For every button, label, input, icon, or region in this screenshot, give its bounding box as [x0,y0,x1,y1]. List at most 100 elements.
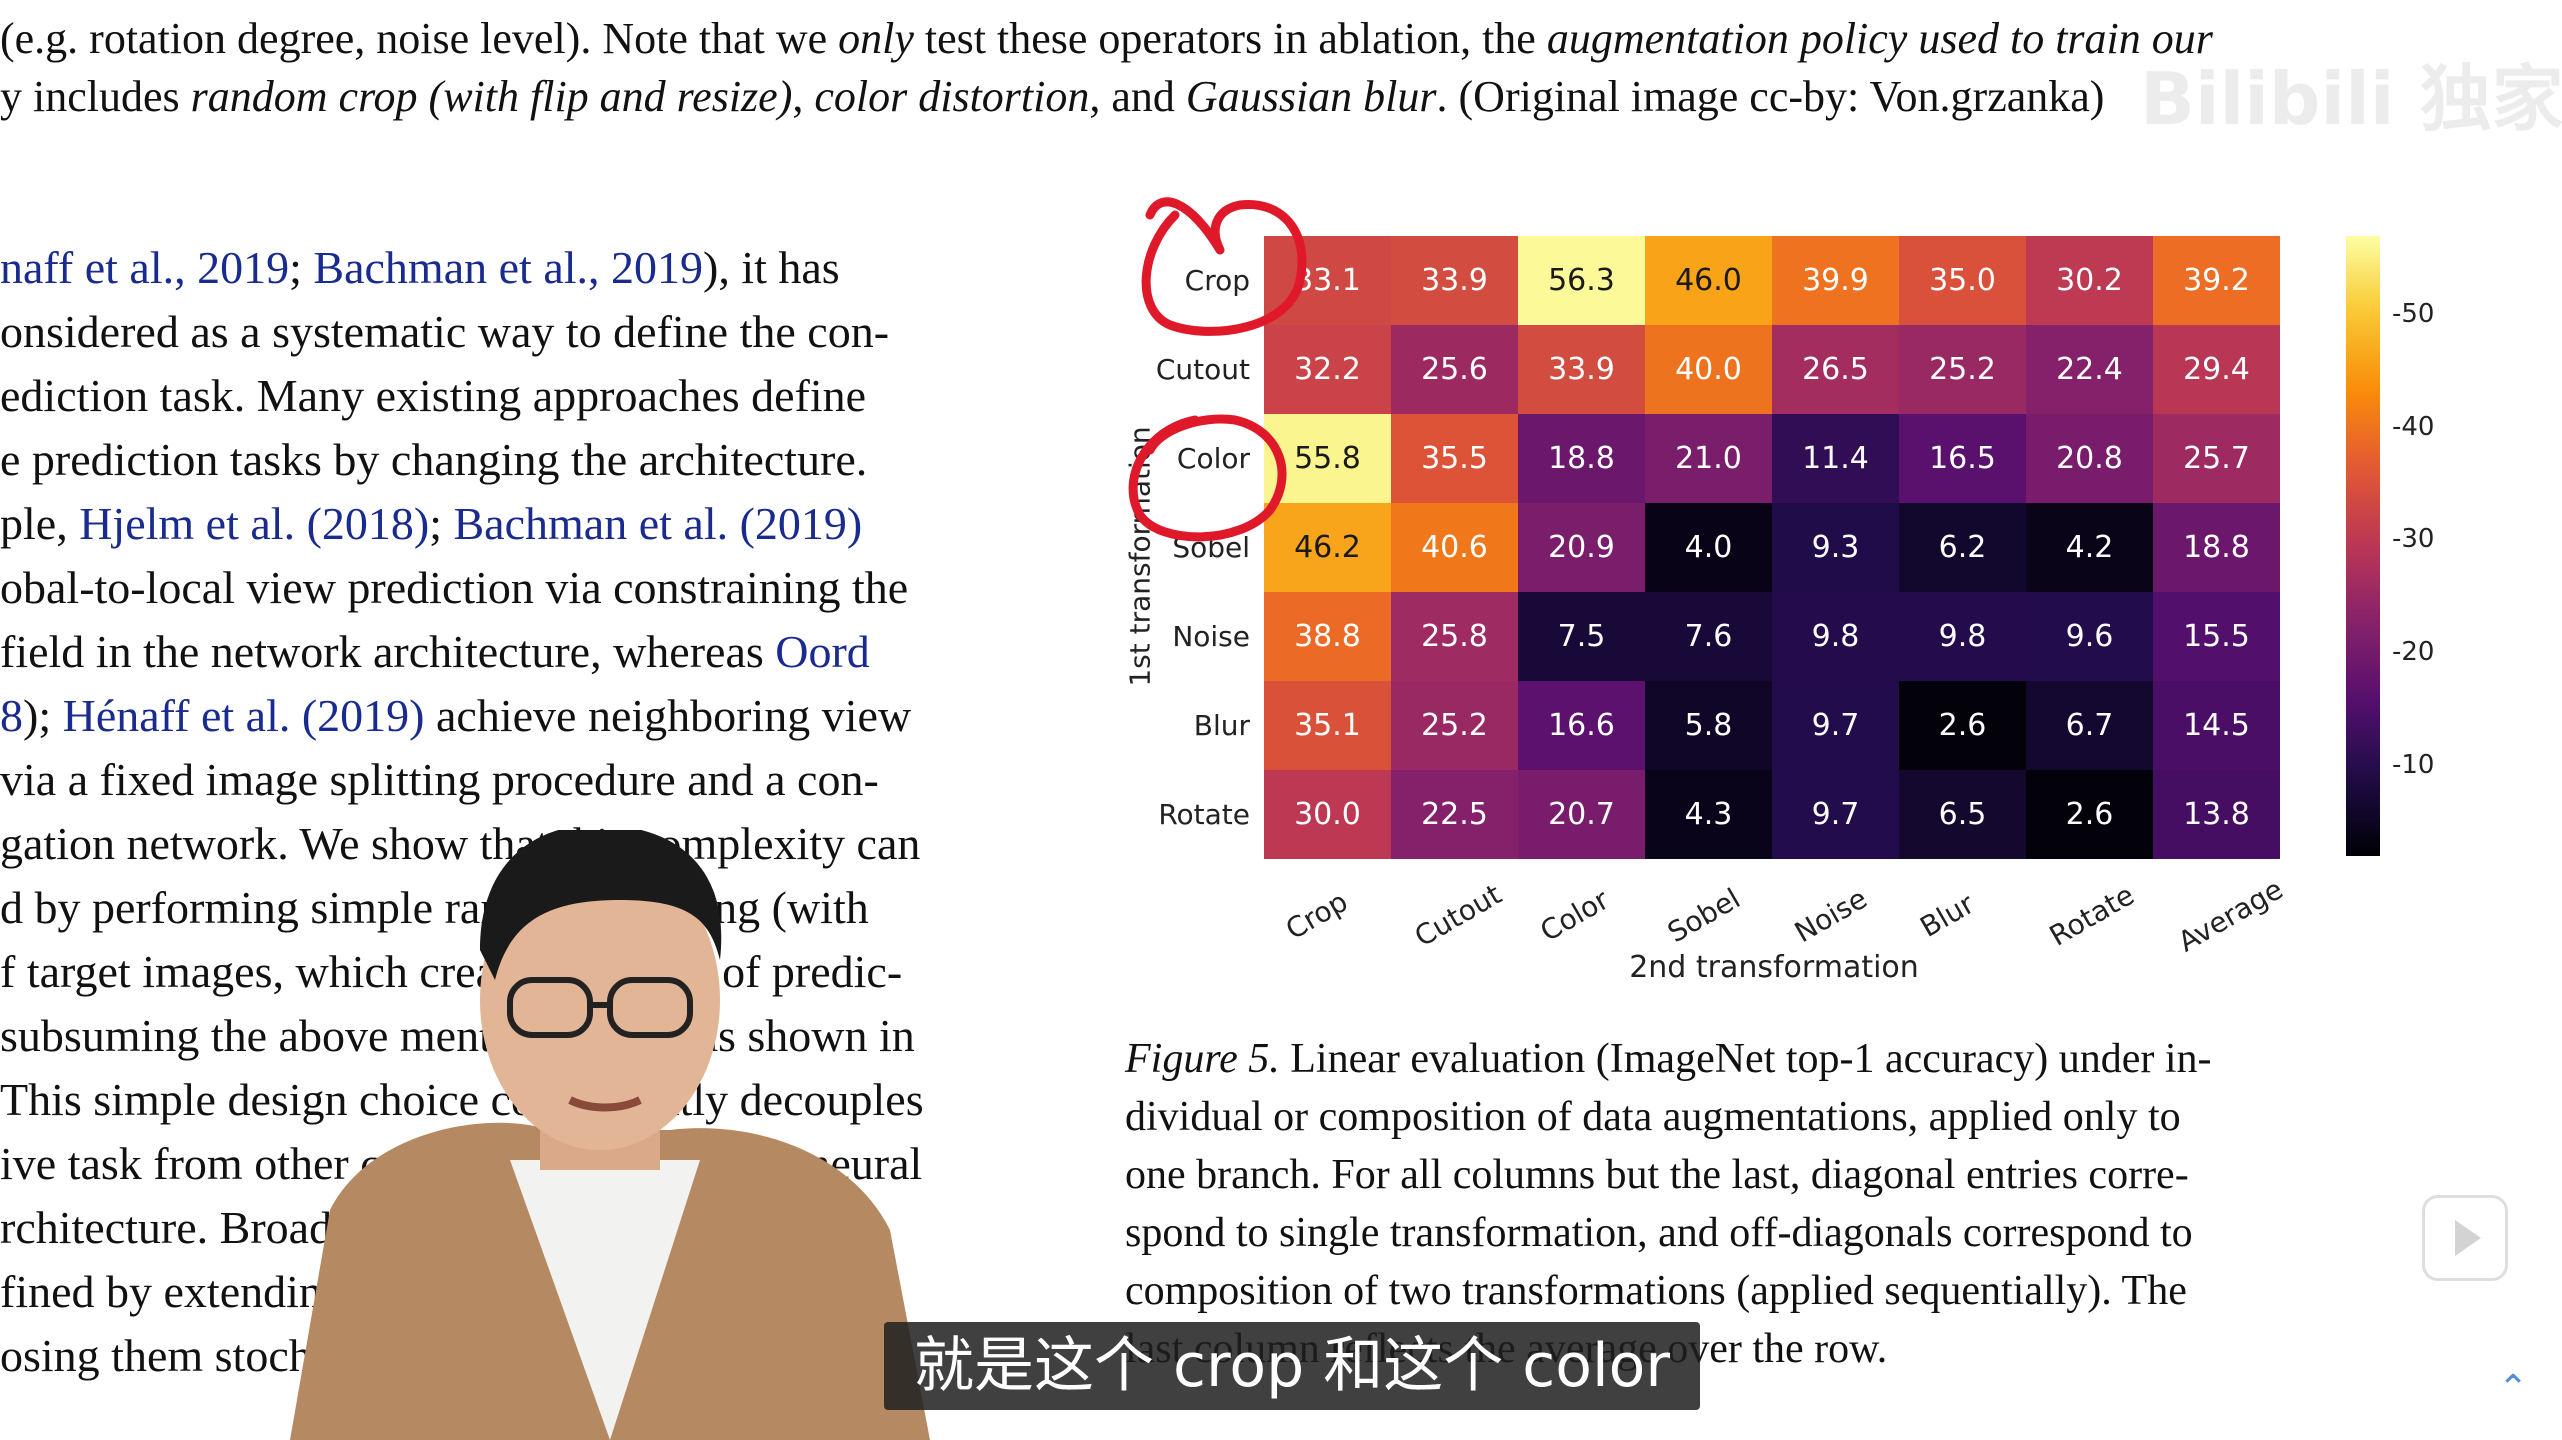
text-span: f target images, which creates a family … [0,946,903,997]
citation-link[interactable]: Oord [775,626,870,677]
heatmap-cell: 25.6 [1391,325,1518,414]
heatmap-cell: 26.5 [1772,325,1899,414]
heatmap-cell: 40.0 [1645,325,1772,414]
text-span: e prediction tasks by changing the archi… [0,434,868,485]
heatmap-cell: 9.8 [1899,592,2026,681]
heatmap-cell: 7.6 [1645,592,1772,681]
text-span: obal-to-local view prediction via constr… [0,562,909,613]
text-span: y includes [0,72,191,121]
body-lines-line: ple, Hjelm et al. (2018); Bachman et al.… [0,492,1030,556]
text-span: color distortion [814,72,1090,121]
row-label: Cutout [1155,353,1250,386]
text-span: test these operators in ablation, the [913,14,1547,63]
citation-link[interactable]: Hjelm et al. (2018) [79,498,430,549]
colorbar [2346,236,2380,856]
heatmap-cell: 14.5 [2153,681,2280,770]
text-span: only [838,14,914,63]
text-span: ), it has [703,242,840,293]
text-span: , [792,72,815,121]
text-span: This simple design choice conveniently d… [0,1074,924,1125]
heatmap-cell: 6.2 [1899,503,2026,592]
text-span: Linear evaluation (ImageNet top-1 accura… [1279,1036,2212,1082]
heatmap-cell: 7.5 [1518,592,1645,681]
video-subtitle: 就是这个 crop 和这个 color [884,1322,1700,1410]
caption-lines-line: one branch. For all columns but the last… [1125,1146,2385,1204]
text-span: (e.g. rotation degree, noise level). Not… [0,14,839,63]
chevron-up-icon[interactable]: ⌃ [2498,1368,2529,1409]
row-label: Blur [1193,709,1250,742]
heatmap-cell: 2.6 [2026,770,2153,859]
text-span: Figure 5. [1125,1036,1280,1082]
heatmap-cell: 25.2 [1391,681,1518,770]
text-span: , and [1089,72,1186,121]
colorbar-tick: -20 [2392,637,2435,668]
heatmap-cell: 22.5 [1391,770,1518,859]
play-icon[interactable] [2422,1195,2508,1281]
text-span: subsuming the above mentioned two, as sh… [0,1010,915,1061]
text-span: d by performing simple random cropping (… [0,882,869,933]
text-span: via a fixed image splitting procedure an… [0,754,879,805]
body-lines-line: obal-to-local view prediction via constr… [0,556,1030,620]
heatmap-cell: 56.3 [1518,236,1645,325]
heatmap-cell: 35.1 [1264,681,1391,770]
text-span: Gaussian blur [1185,72,1437,121]
citation-link[interactable]: Bachman et al. (2019) [453,498,863,549]
heatmap-cell: 11.4 [1772,414,1899,503]
text-span: ; [289,242,314,293]
citation-link[interactable]: 8 [0,690,23,741]
colorbar-tick: -40 [2392,411,2435,442]
body-lines-line: naff et al., 2019; Bachman et al., 2019)… [0,236,1030,300]
text-span: field in the network architecture, where… [0,626,776,677]
heatmap-cell: 20.9 [1518,503,1645,592]
text-span: random crop (with flip and resize) [190,72,793,121]
caption-lines-line: composition of two transformations (appl… [1125,1262,2385,1320]
heatmap-cell: 33.1 [1264,236,1391,325]
citation-link[interactable]: naff et al., 2019 [0,242,290,293]
text-span: ediction task. Many existing approaches … [0,370,867,421]
body-lines-line: field in the network architecture, where… [0,620,1030,684]
body-lines-line: onsidered as a systematic way to define … [0,300,1030,364]
caption-lines-line: spond to single transformation, and off-… [1125,1204,2385,1262]
heatmap-cell: 9.8 [1772,592,1899,681]
heatmap-cell: 39.9 [1772,236,1899,325]
body-lines-line: gation network. We show that this comple… [0,812,1030,876]
row-label: Rotate [1158,798,1250,831]
heatmap-cell: 20.8 [2026,414,2153,503]
heatmap-cell: 25.2 [1899,325,2026,414]
heatmap-cell: 4.3 [1645,770,1772,859]
crop-circle-annotation [1141,197,1307,336]
heatmap-cell: 25.8 [1391,592,1518,681]
heatmap-cell: 9.7 [1772,770,1899,859]
heatmap-cell: 21.0 [1645,414,1772,503]
body-lines-line: via a fixed image splitting procedure an… [0,748,1030,812]
text-span: one branch. For all columns but the last… [1125,1152,2189,1198]
text-span: onsidered as a systematic way to define … [0,306,890,357]
heatmap-cell: 39.2 [2153,236,2280,325]
text-span: ; [429,498,454,549]
heatmap-cell: 25.7 [2153,414,2280,503]
heatmap-cell: 13.8 [2153,770,2280,859]
heatmap-cell: 33.9 [1391,236,1518,325]
text-span: achieve neighboring view [424,690,912,741]
text-span: ); [23,690,63,741]
row-label: Noise [1172,620,1250,653]
heatmap-cell: 16.6 [1518,681,1645,770]
colorbar-tick: -50 [2392,298,2435,329]
heatmap-cell: 46.0 [1645,236,1772,325]
caption-lines-line: Figure 5. Linear evaluation (ImageNet to… [1125,1030,2385,1088]
heatmap-cell: 32.2 [1264,325,1391,414]
heatmap-cell: 18.8 [2153,503,2280,592]
heatmap-cell: 30.2 [2026,236,2153,325]
color-circle-annotation [1128,414,1287,542]
heatmap-cell: 22.4 [2026,325,2153,414]
text-span: augmentation policy used to train our [1546,14,2213,63]
citation-link[interactable]: Bachman et al., 2019 [313,242,704,293]
heatmap-cell: 40.6 [1391,503,1518,592]
heatmap-cell: 35.0 [1899,236,2026,325]
body-lines-line: subsuming the above mentioned two, as sh… [0,1004,1030,1068]
body-lines-line: ediction task. Many existing approaches … [0,364,1030,428]
citation-link[interactable]: Hénaff et al. (2019) [62,690,425,741]
heatmap-cell: 9.6 [2026,592,2153,681]
presenter-video [290,830,930,1440]
